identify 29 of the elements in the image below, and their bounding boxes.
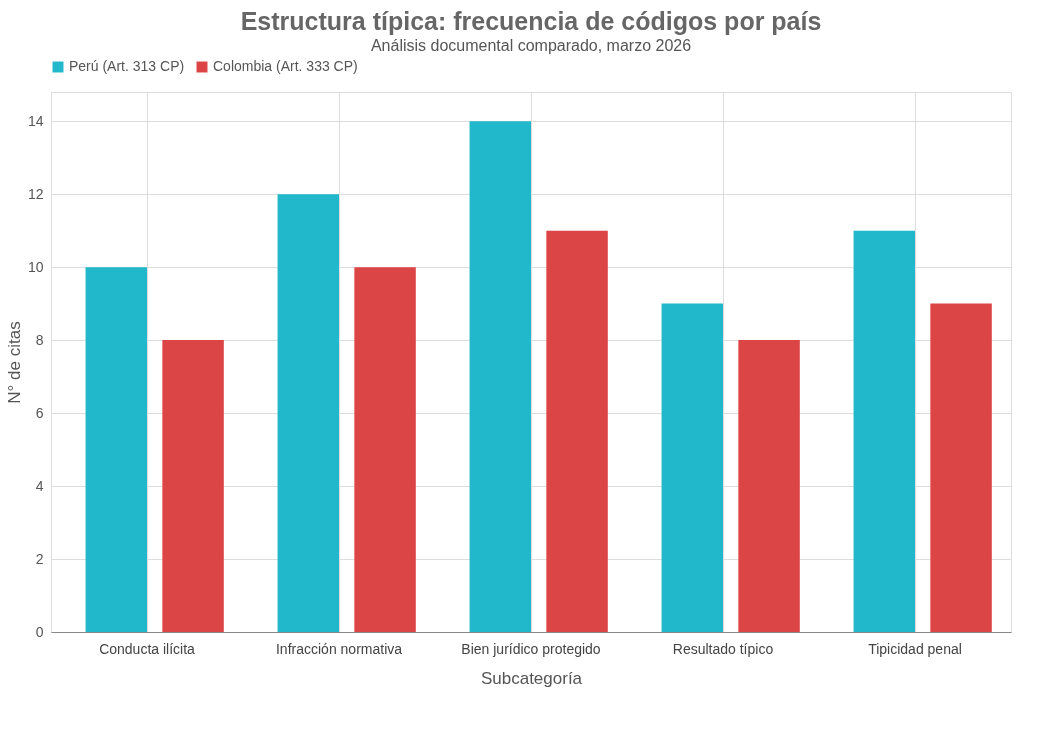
bar: [354, 267, 416, 632]
y-tick-label: 2: [35, 550, 44, 567]
y-tick-label: 6: [35, 404, 44, 421]
y-tick-label: 14: [27, 112, 44, 129]
x-tick-label: Infracción normativa: [275, 640, 403, 657]
y-tick-label: 12: [27, 185, 44, 202]
legend-label: Perú (Art. 313 CP): [69, 58, 185, 74]
legend-label: Colombia (Art. 333 CP): [213, 58, 358, 74]
x-axis-title: Subcategoría: [480, 668, 583, 688]
y-tick-label: 10: [27, 258, 44, 275]
bar: [546, 230, 608, 632]
bar: [930, 303, 992, 632]
chart-subtitle: Análisis documental comparado, marzo 2026: [370, 37, 692, 54]
y-tick-label: 0: [35, 623, 44, 640]
chart-title: Estructura típica: frecuencia de códigos por país: [240, 7, 822, 35]
bar: [661, 303, 723, 632]
bar: [85, 267, 147, 632]
x-tick-label: Tipicidad penal: [868, 640, 962, 657]
x-tick-label: Resultado típico: [672, 640, 774, 657]
bar: [853, 230, 915, 632]
bar: [738, 340, 800, 632]
y-tick-label: 4: [35, 477, 44, 494]
x-tick-label: Bien jurídico protegido: [461, 640, 601, 657]
y-axis-title: N° de citas: [4, 321, 24, 404]
bar: [277, 194, 339, 632]
y-tick-label: 8: [35, 331, 44, 348]
bar: [162, 340, 224, 632]
x-tick-label: Conducta ilícita: [99, 640, 196, 657]
bar: [469, 121, 531, 632]
